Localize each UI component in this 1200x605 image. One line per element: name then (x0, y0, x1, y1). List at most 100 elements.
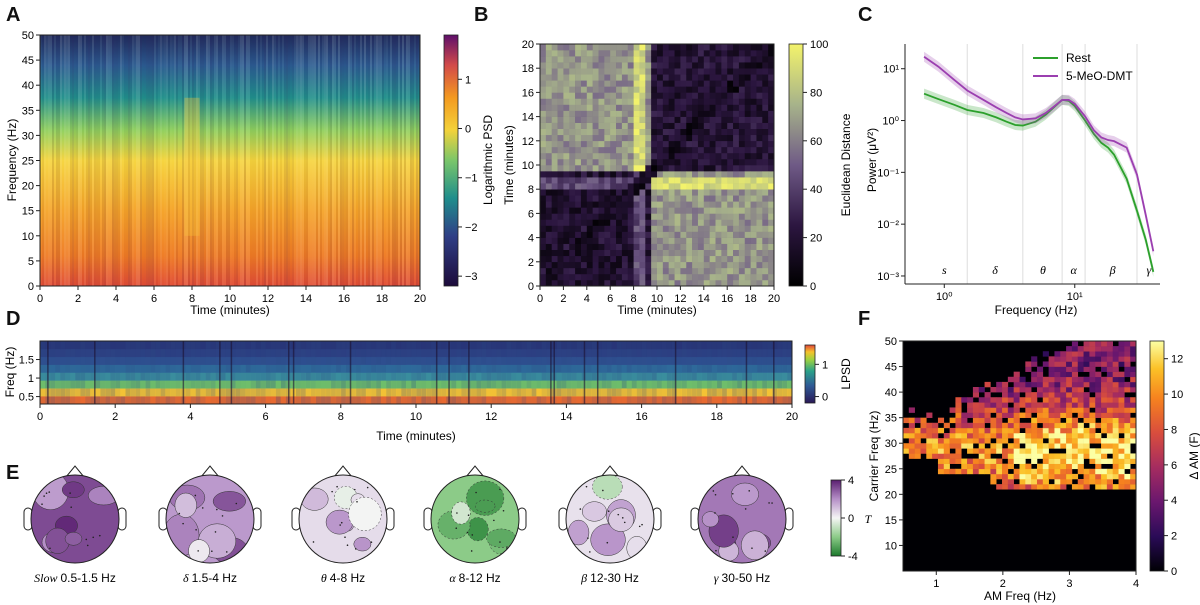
distance-cell (575, 116, 582, 123)
slow-spectrogram-cell (355, 388, 362, 397)
power-spectrum-xtick-label: 10⁰ (936, 291, 953, 303)
spectrogram-column (398, 35, 400, 286)
distance-cell (627, 44, 634, 51)
am-cell (1124, 346, 1131, 352)
slow-spectrogram-cell (536, 372, 542, 381)
distance-cell (750, 249, 757, 257)
distance-cell (686, 207, 693, 214)
distance-cell (727, 213, 734, 220)
spectrogram-column (360, 35, 362, 286)
distance-cell (580, 116, 588, 123)
am-cell (1101, 412, 1108, 418)
distance-cell (551, 237, 558, 244)
slow-spectrogram-cell (681, 388, 688, 397)
slow-spectrogram-cell (716, 396, 723, 405)
distance-cell (721, 134, 728, 142)
distance-cell (586, 146, 593, 154)
distance-cell (674, 243, 681, 250)
am-cell (1019, 433, 1026, 439)
slow-spectrogram-cell (255, 380, 261, 389)
distance-cell (551, 86, 558, 93)
am-cell (1089, 346, 1096, 352)
distance-cell (639, 171, 646, 178)
distance-cell (586, 44, 593, 51)
distance-cell (616, 158, 623, 166)
slow-spectrogram-cell (335, 396, 342, 405)
slow-spectrogram-cell (696, 372, 703, 381)
distance-cell (756, 122, 763, 129)
slow-spectrogram-cell (310, 388, 317, 397)
distance-cell (657, 140, 664, 148)
am-cell (1077, 468, 1084, 475)
am-colorbar (1149, 340, 1165, 572)
slow-spectrogram-cell (776, 364, 783, 373)
slow-spectrogram-cell (521, 356, 527, 365)
am-cell (1130, 417, 1137, 424)
slow-spectrogram-cell (511, 348, 517, 358)
distance-cell (610, 267, 617, 275)
am-cell (1095, 346, 1102, 352)
slow-spectrogram-cell (671, 364, 677, 373)
distance-cell (621, 249, 629, 257)
spectrogram-column (98, 35, 100, 286)
distance-cell (709, 128, 716, 136)
slow-spectrogram-cell (235, 396, 241, 405)
distance-cell (674, 207, 681, 214)
topomap-electrode (331, 490, 333, 493)
distance-cell (709, 219, 716, 226)
distance-cell (639, 68, 646, 75)
topomap-contour (590, 523, 626, 556)
spectrogram-column (288, 35, 290, 286)
slow-spectrogram-cell (85, 341, 91, 350)
distance-cell (598, 98, 605, 105)
am-cell (1066, 387, 1073, 393)
am-cell (1002, 433, 1009, 439)
topomap-electrode (45, 492, 48, 495)
distance-cell (750, 255, 757, 263)
am-cell (1036, 484, 1044, 490)
distance-cell (674, 279, 681, 287)
slow-spectrogram-cell (220, 396, 226, 405)
am-cell (1036, 453, 1044, 459)
slow-spectrogram-cell (130, 380, 136, 389)
slow-spectrogram-cell (741, 341, 748, 350)
slow-spectrogram-cell (561, 388, 567, 397)
distance-cell (680, 104, 687, 111)
distance-cell (610, 279, 617, 287)
distance-cell (686, 50, 693, 57)
slow-spectrogram-cell (631, 341, 637, 350)
topomap-electrode (751, 547, 753, 549)
slow-spectrogram-cell (661, 372, 667, 381)
distance-cell (575, 189, 582, 196)
am-cell (932, 453, 939, 459)
slow-spectrogram-cell (275, 380, 281, 389)
slow-spectrogram-cell (601, 356, 607, 365)
distance-cell (697, 225, 705, 232)
am-cell (1025, 463, 1032, 470)
slow-spectrogram-cell (471, 380, 477, 389)
slow-spectrogram-cell (591, 348, 597, 358)
spectrogram-column (388, 35, 390, 286)
distance-cell (598, 74, 605, 81)
slow-spectrogram-ytick-label: 0.5 (19, 392, 34, 404)
slow-spectrogram-cell (395, 364, 402, 373)
distance-cell (762, 279, 769, 287)
slow-spectrogram-cell (701, 356, 708, 365)
topomap-cbtick-label: 0 (848, 513, 854, 525)
am-cell (1031, 448, 1038, 454)
am-cell (1112, 422, 1119, 429)
distance-cell (715, 195, 722, 202)
slow-spectrogram-cell (235, 348, 241, 358)
panel-label-a: A (6, 4, 21, 26)
distance-cell (768, 152, 775, 160)
slow-spectrogram-cell (320, 356, 327, 365)
distance-cell (610, 122, 617, 129)
distance-cell (715, 255, 722, 263)
distance-cell (563, 134, 570, 142)
slow-spectrogram-cell (70, 364, 76, 373)
topomap: β 12-30 Hz (558, 465, 662, 585)
distance-cell (639, 267, 646, 275)
spectrogram-colorbar (443, 34, 459, 287)
am-cell (1025, 479, 1032, 485)
am-cell (1112, 427, 1119, 434)
